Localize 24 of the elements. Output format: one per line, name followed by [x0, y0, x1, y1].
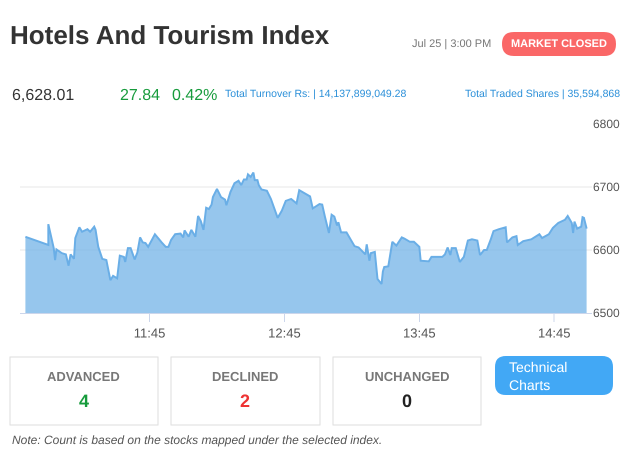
text: MARKET CLOSED [511, 38, 607, 50]
text: 4 [79, 391, 90, 411]
text: UNCHANGED [365, 369, 450, 384]
text: Total Traded Shares | 35,594,868 [465, 88, 620, 100]
text: DECLINED [212, 369, 278, 384]
text: 27.84 [120, 87, 160, 104]
x-tick-label: 14:45 [538, 326, 571, 341]
y-tick-label: 6500 [593, 306, 620, 320]
text: 2 [240, 391, 250, 411]
text: Technical Charts [509, 359, 568, 394]
y-tick-label: 6600 [593, 243, 620, 258]
text: Total Turnover Rs: | 14,137,899,049.28 [225, 88, 407, 100]
text: 0.42% [172, 87, 218, 104]
y-tick-label: 6700 [593, 180, 620, 194]
x-tick-label: 13:45 [403, 326, 436, 341]
x-tick-label: 11:45 [134, 326, 166, 341]
text: Note: Count is based on the stocks mapped under the selected index. [12, 433, 382, 447]
x-tick-label: 12:45 [268, 326, 301, 341]
text: 0 [402, 391, 412, 411]
text: ADVANCED [47, 369, 120, 384]
chart-title: Hotels And Tourism Index [10, 20, 330, 50]
text: 6,628.01 [12, 87, 74, 104]
text: Jul 25 | 3:00 PM [412, 38, 492, 50]
y-tick-label: 6800 [593, 117, 620, 132]
